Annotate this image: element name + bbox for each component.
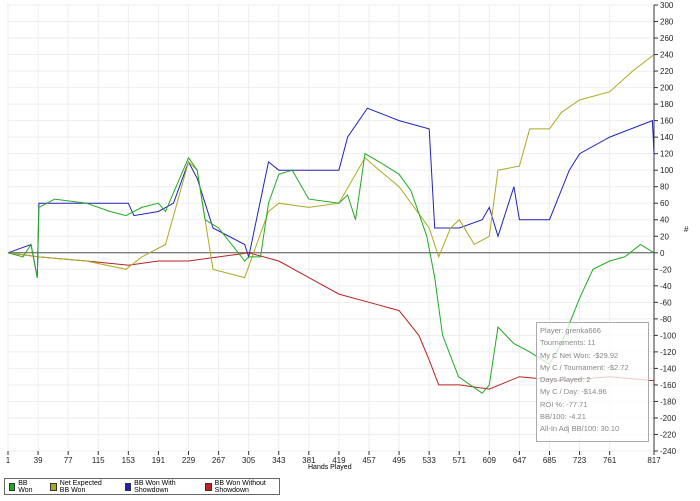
x-tick-label: 571 (453, 456, 467, 465)
legend-label: BB Won With Showdown (134, 479, 176, 494)
x-tick-label: 533 (422, 456, 436, 465)
x-tick-label: 381 (302, 456, 316, 465)
x-tick-label: 77 (64, 456, 73, 465)
x-tick-label: 153 (122, 456, 136, 465)
x-tick-label: 39 (34, 456, 43, 465)
y-tick-label: 260 (660, 34, 674, 43)
x-tick-label: 305 (242, 456, 256, 465)
stat-line: My C / Tournament: -$2.72 (540, 362, 629, 372)
stat-line: All-In Adj BB/100: 30.10 (540, 424, 620, 434)
y-tick-label: 20 (660, 232, 669, 241)
x-tick-label: 419 (332, 456, 346, 465)
stat-line: ROI %: -77.71 (540, 399, 588, 409)
legend-item: BB Won (9, 480, 36, 494)
y-tick-label: -20 (660, 265, 672, 274)
y-tick-label: 100 (660, 166, 674, 175)
y-tick-label: -240 (660, 447, 677, 456)
legend-label: Net Expected BB Won (59, 479, 102, 494)
stats-box: Player: grenka666 Tournaments: 11 My C Net… (536, 322, 649, 442)
y-tick-label: -220 (660, 430, 677, 439)
y-tick-label: -60 (660, 298, 672, 307)
y-tick-label: 60 (660, 199, 669, 208)
legend-label: BB Won Without Showdown (214, 479, 266, 494)
series-line-bb-won-without-showdown (7, 252, 655, 390)
x-axis-label: Hands Played (308, 464, 352, 471)
y-tick-label: 280 (660, 18, 674, 27)
x-tick-label: 647 (513, 456, 527, 465)
y-tick-label: -140 (660, 364, 677, 373)
y-tick-label: -180 (660, 397, 677, 406)
y-tick-label: -80 (660, 315, 672, 324)
y-tick-label: 40 (660, 216, 669, 225)
stat-line: My C Net Won: -$29.92 (540, 350, 619, 360)
legend-item: BB Won Without Showdown (205, 480, 279, 494)
x-tick-label: 229 (182, 456, 196, 465)
legend-item: Net Expected BB Won (50, 480, 110, 494)
x-tick-label: 457 (362, 456, 376, 465)
y-tick-label: 80 (660, 183, 669, 192)
y-tick-label: -120 (660, 348, 677, 357)
stat-line: Player: grenka666 (540, 326, 601, 335)
x-tick-label: 343 (272, 456, 286, 465)
series-line-net-expected-bb-won (7, 54, 655, 279)
y-axis-label: # (684, 225, 689, 234)
y-tick-label: -200 (660, 414, 677, 423)
y-tick-label: 160 (660, 117, 674, 126)
y-tick-label: 220 (660, 67, 674, 76)
x-tick-label: 191 (152, 456, 166, 465)
series-line-bb-won-with-showdown (7, 107, 655, 278)
y-tick-label: 140 (660, 133, 674, 142)
x-tick-label: 761 (603, 456, 617, 465)
legend-swatch (9, 482, 16, 491)
stat-line: My C / Day: -$14.96 (540, 387, 607, 397)
stat-line: BB/100: -4.21 (540, 412, 586, 422)
stat-line: Tournaments: 11 (540, 338, 596, 348)
legend-swatch (50, 482, 57, 491)
legend-item: BB Won With Showdown (124, 479, 191, 494)
y-tick-label: 0 (660, 249, 665, 258)
x-tick-label: 685 (543, 456, 557, 465)
x-tick-label: 817 (647, 456, 661, 465)
y-tick-label: -40 (660, 282, 672, 291)
x-tick-label: 115 (92, 456, 105, 465)
y-tick-label: 180 (660, 100, 674, 109)
y-tick-label: -160 (660, 381, 677, 390)
y-tick-label: -100 (660, 331, 677, 340)
y-tick-label: 120 (660, 150, 674, 159)
x-tick-label: 495 (392, 456, 406, 465)
x-tick-label: 723 (573, 456, 587, 465)
y-tick-label: 300 (660, 1, 674, 10)
x-tick-label: 609 (483, 456, 497, 465)
x-tick-label: 267 (212, 456, 226, 465)
y-tick-label: 240 (660, 51, 674, 60)
legend-swatch (205, 482, 212, 491)
y-tick-label: 200 (660, 84, 674, 93)
legend-label: BB Won (18, 479, 33, 494)
legend: BB Won Net Expected BB Won BB Won With Sho… (4, 478, 280, 495)
legend-swatch (124, 482, 132, 491)
x-tick-label: 1 (6, 456, 11, 465)
stat-line: Days Played: 2 (540, 375, 591, 385)
